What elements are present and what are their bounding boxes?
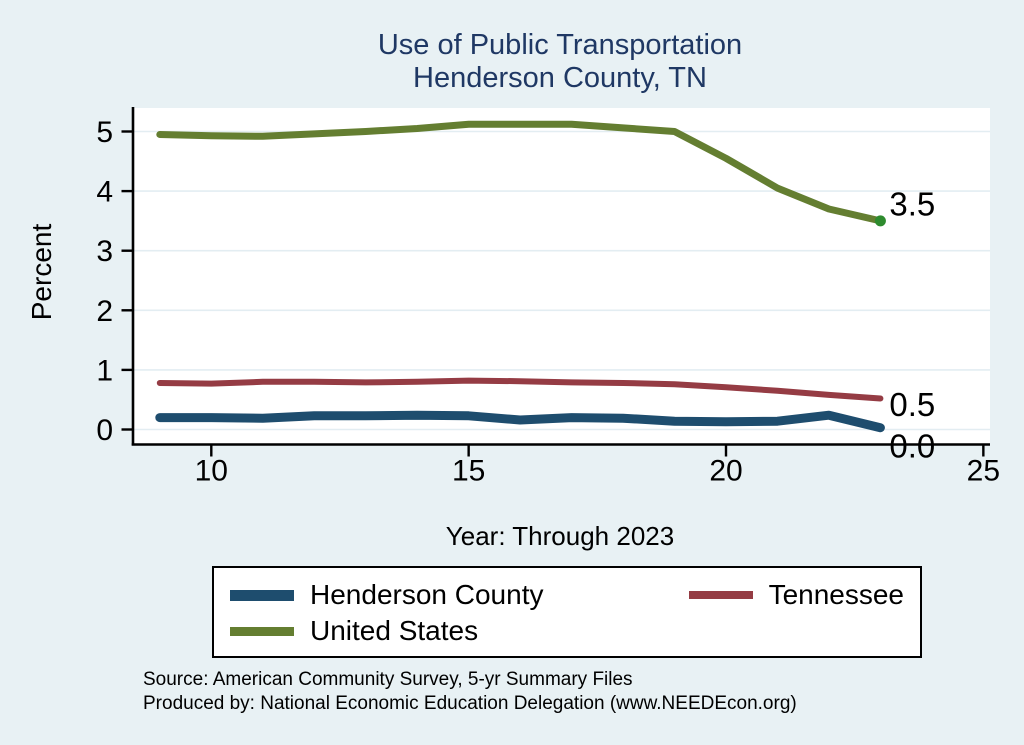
series-line-united-states — [156, 120, 884, 225]
legend-item-henderson-county: Henderson County — [230, 579, 543, 611]
end-marker-united-states — [874, 215, 886, 227]
legend-row-2: United States — [230, 614, 904, 648]
legend-label-henderson-county: Henderson County — [310, 579, 544, 610]
series-line-henderson-county — [155, 410, 885, 433]
chart-title-line2: Henderson County, TN — [413, 62, 707, 95]
end-label-united-states: 3.5 — [889, 185, 935, 222]
y-tick-label-4: 4 — [96, 176, 113, 209]
legend-label-united-states: United States — [310, 615, 479, 646]
chart-title-line1: Use of Public Transportation — [377, 29, 743, 61]
x-tick-label-15: 15 — [452, 455, 485, 488]
source-line1: Source: American Community Survey, 5-yr … — [143, 669, 633, 690]
legend-swatch-henderson-county — [230, 589, 294, 601]
y-tick-label-0: 0 — [96, 414, 113, 447]
series-line-tennessee — [156, 377, 884, 402]
x-tick-label-20: 20 — [709, 455, 742, 488]
y-tick-label-5: 5 — [96, 116, 113, 149]
legend-item-united-states: United States — [230, 615, 478, 647]
y-tick-label-1: 1 — [96, 354, 113, 387]
end-label-henderson-county: 0.0 — [889, 427, 935, 464]
legend: Henderson County Tennessee United States — [212, 566, 922, 658]
y-tick-label-3: 3 — [96, 235, 113, 268]
legend-item-tennessee: Tennessee — [688, 579, 904, 611]
y-tick-label-2: 2 — [96, 295, 113, 328]
source-line2: Produced by: National Economic Education… — [143, 693, 797, 715]
plot-area — [132, 108, 990, 445]
x-axis-title: Year: Through 2023 — [445, 521, 675, 551]
legend-swatch-united-states — [230, 626, 294, 636]
y-axis-title: Percent — [26, 223, 57, 321]
legend-row-1: Henderson County Tennessee — [230, 578, 904, 612]
x-tick-label-10: 10 — [195, 455, 228, 488]
x-tick-label-25: 25 — [967, 455, 1000, 488]
source-note: Source: American Community Survey, 5-yr … — [143, 668, 797, 716]
legend-label-tennessee: Tennessee — [768, 579, 904, 610]
chart-title: Use of Public Transportation Henderson C… — [130, 29, 990, 95]
legend-swatch-tennessee — [688, 591, 753, 599]
end-label-tennessee: 0.5 — [889, 386, 935, 423]
